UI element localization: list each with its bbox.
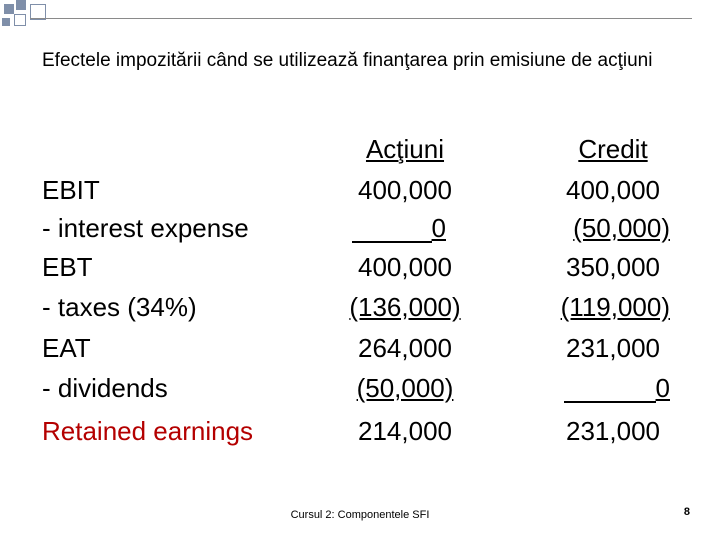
- shares-taxes: (136,000): [349, 292, 461, 322]
- row-label-ebit: EBIT: [42, 175, 100, 205]
- row-label-retained-earnings: Retained earnings: [42, 416, 254, 446]
- shares-retained-earnings: 214,000: [358, 416, 452, 446]
- row-label-interest-expense: - interest expense: [42, 213, 249, 243]
- column-header-credit: Credit: [578, 134, 648, 164]
- slide-footer: Cursul 2: Componentele SFI: [290, 509, 430, 521]
- shares-ebt: 400,000: [358, 252, 452, 282]
- shares-interest-expense: 0: [346, 213, 446, 243]
- slide-title: Efectele impozitării când se utilizează …: [42, 50, 653, 71]
- credit-retained-earnings: 231,000: [566, 416, 660, 446]
- page-number: 8: [683, 506, 690, 518]
- column-header-shares: Acţiuni: [365, 134, 445, 164]
- shares-eat: 264,000: [358, 333, 452, 363]
- row-label-dividends: - dividends: [42, 373, 168, 403]
- row-label-ebt: EBT: [42, 252, 93, 282]
- credit-eat: 231,000: [566, 333, 660, 363]
- credit-interest-expense: (50,000): [573, 213, 670, 243]
- row-label-eat: EAT: [42, 333, 91, 363]
- credit-ebit: 400,000: [566, 175, 660, 205]
- credit-dividends: 0: [530, 373, 670, 403]
- shares-dividends: (50,000): [356, 373, 454, 403]
- shares-ebit: 400,000: [358, 175, 452, 205]
- row-label-taxes: - taxes (34%): [42, 292, 197, 322]
- credit-taxes: (119,000): [560, 292, 670, 322]
- credit-ebt: 350,000: [566, 252, 660, 282]
- corner-decoration: [0, 0, 80, 32]
- header-rule: [30, 18, 692, 19]
